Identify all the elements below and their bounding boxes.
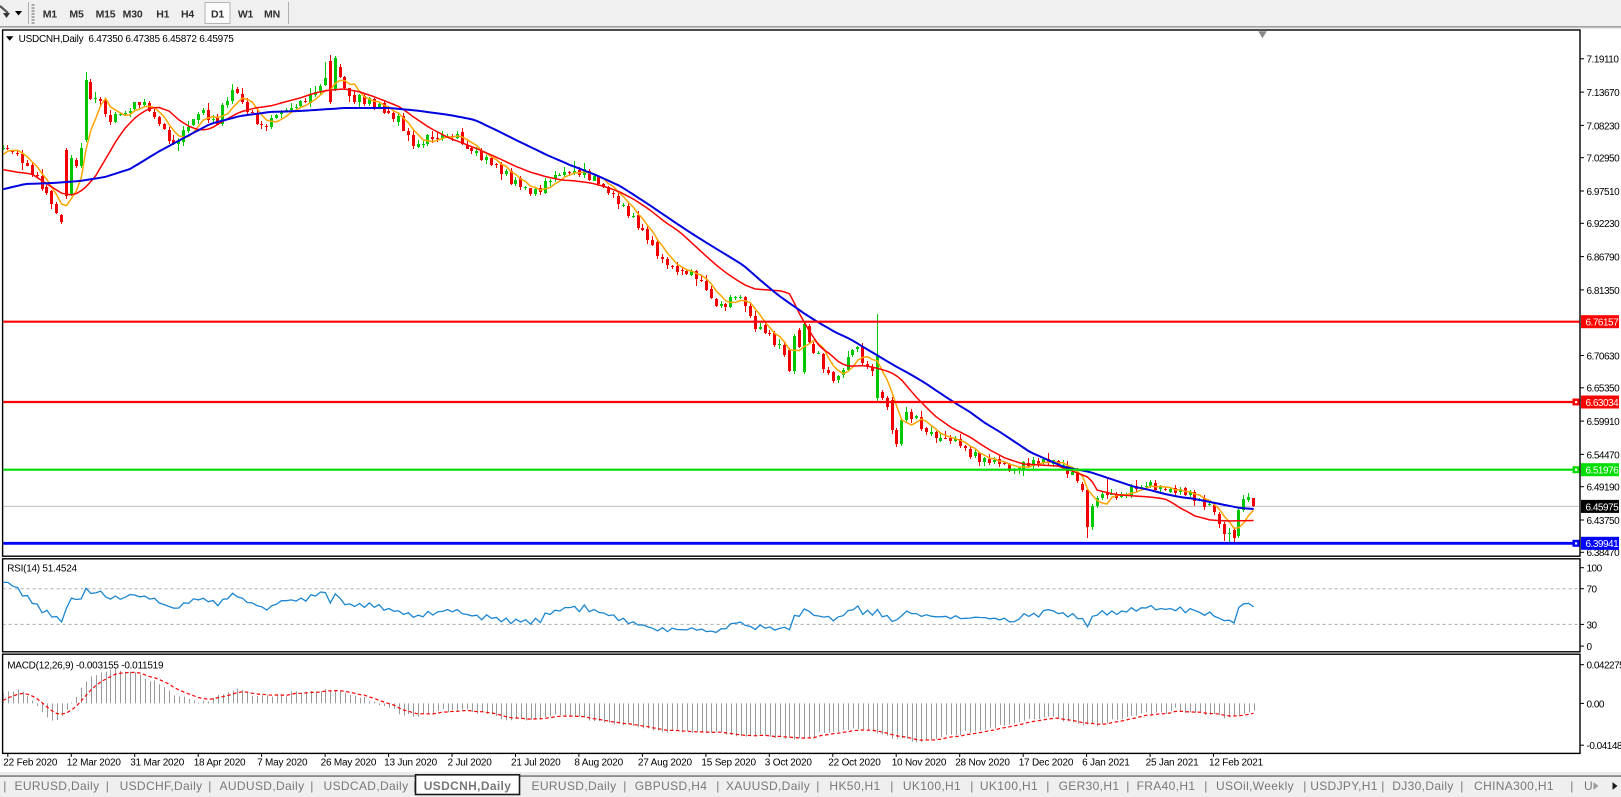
svg-text:6.39941: 6.39941 <box>1586 539 1620 550</box>
svg-text:6.54470: 6.54470 <box>1587 450 1621 461</box>
svg-text:22 Feb 2020: 22 Feb 2020 <box>3 758 58 769</box>
svg-text:|: | <box>1381 779 1384 793</box>
svg-text:M15: M15 <box>96 9 116 21</box>
svg-text:|: | <box>623 779 626 793</box>
svg-text:8 Aug 2020: 8 Aug 2020 <box>574 758 623 769</box>
svg-text:XAUUSD,Daily: XAUUSD,Daily <box>726 779 810 793</box>
svg-text:12 Mar 2020: 12 Mar 2020 <box>67 758 122 769</box>
svg-text:|: | <box>1460 779 1463 793</box>
svg-text:100: 100 <box>1587 564 1603 575</box>
svg-text:|: | <box>1204 779 1207 793</box>
svg-text:|: | <box>816 779 819 793</box>
svg-text:22 Oct 2020: 22 Oct 2020 <box>828 758 881 769</box>
svg-text:7 May 2020: 7 May 2020 <box>257 758 308 769</box>
svg-text:CHINA300,H1: CHINA300,H1 <box>1474 779 1554 793</box>
svg-text:USDCNH,Daily: USDCNH,Daily <box>424 779 512 793</box>
svg-text:|: | <box>1303 779 1306 793</box>
svg-text:28 Nov 2020: 28 Nov 2020 <box>955 758 1010 769</box>
svg-text:6.70630: 6.70630 <box>1587 351 1621 362</box>
svg-text:25 Jan 2021: 25 Jan 2021 <box>1146 758 1199 769</box>
svg-text:MN: MN <box>264 9 280 21</box>
svg-text:GER30,H1: GER30,H1 <box>1059 779 1120 793</box>
svg-text:M30: M30 <box>123 9 143 21</box>
svg-text:31 Mar 2020: 31 Mar 2020 <box>130 758 185 769</box>
svg-text:2 Jul 2020: 2 Jul 2020 <box>448 758 493 769</box>
svg-text:0.00: 0.00 <box>1587 699 1605 710</box>
svg-text:USDCAD,Daily: USDCAD,Daily <box>324 779 409 793</box>
svg-text:6.45975: 6.45975 <box>1586 502 1620 513</box>
svg-text:70: 70 <box>1587 585 1598 596</box>
svg-text:UK100,H1: UK100,H1 <box>903 779 961 793</box>
svg-text:FRA40,H1: FRA40,H1 <box>1137 779 1196 793</box>
svg-text:USOil,Weekly: USOil,Weekly <box>1216 779 1294 793</box>
svg-text:6.38470: 6.38470 <box>1587 548 1621 559</box>
svg-text:EURUSD,Daily: EURUSD,Daily <box>532 779 617 793</box>
svg-text:USDJPY,H1: USDJPY,H1 <box>1310 779 1378 793</box>
svg-text:USDCHF,Daily: USDCHF,Daily <box>120 779 203 793</box>
svg-text:M1: M1 <box>43 9 58 21</box>
svg-text:H4: H4 <box>181 9 194 21</box>
svg-text:17 Dec 2020: 17 Dec 2020 <box>1019 758 1074 769</box>
svg-text:6.81350: 6.81350 <box>1587 286 1621 297</box>
svg-text:GBPUSD,H4: GBPUSD,H4 <box>635 779 708 793</box>
svg-text:6.92230: 6.92230 <box>1587 219 1621 230</box>
svg-text:|: | <box>3 779 6 793</box>
svg-text:0: 0 <box>1587 642 1593 653</box>
svg-text:U: U <box>1584 779 1593 793</box>
svg-text:6.49190: 6.49190 <box>1587 483 1621 494</box>
svg-text:26 May 2020: 26 May 2020 <box>321 758 377 769</box>
svg-text:0.042275: 0.042275 <box>1587 661 1621 672</box>
svg-text:DJ30,Daily: DJ30,Daily <box>1392 779 1454 793</box>
svg-text:HK50,H1: HK50,H1 <box>829 779 880 793</box>
svg-text:|: | <box>106 779 109 793</box>
svg-text:6.86790: 6.86790 <box>1587 253 1621 264</box>
svg-text:6.65350: 6.65350 <box>1587 384 1621 395</box>
svg-text:7.08230: 7.08230 <box>1587 121 1621 132</box>
svg-text:15 Sep 2020: 15 Sep 2020 <box>701 758 756 769</box>
svg-text:|: | <box>310 779 313 793</box>
svg-text:7.13670: 7.13670 <box>1587 88 1621 99</box>
svg-text:|: | <box>208 779 211 793</box>
svg-text:|: | <box>890 779 893 793</box>
svg-text:18 Apr 2020: 18 Apr 2020 <box>194 758 246 769</box>
svg-text:|: | <box>1126 779 1129 793</box>
svg-text:-0.04148: -0.04148 <box>1587 741 1621 752</box>
svg-text:M5: M5 <box>69 9 84 21</box>
svg-text:7.02950: 7.02950 <box>1587 154 1621 165</box>
svg-text:|: | <box>716 779 719 793</box>
svg-text:3 Oct 2020: 3 Oct 2020 <box>765 758 813 769</box>
svg-text:|: | <box>1046 779 1049 793</box>
svg-text:6.51976: 6.51976 <box>1586 466 1620 477</box>
svg-text:13 Jun 2020: 13 Jun 2020 <box>384 758 437 769</box>
svg-text:12 Feb 2021: 12 Feb 2021 <box>1209 758 1264 769</box>
svg-text:27 Aug 2020: 27 Aug 2020 <box>638 758 693 769</box>
svg-text:RSI(14) 51.4524: RSI(14) 51.4524 <box>7 564 77 575</box>
svg-text:6.43750: 6.43750 <box>1587 516 1621 527</box>
svg-text:21 Jul 2020: 21 Jul 2020 <box>511 758 561 769</box>
svg-text:6.59910: 6.59910 <box>1587 417 1621 428</box>
svg-text:H1: H1 <box>156 9 169 21</box>
svg-text:6.63034: 6.63034 <box>1586 398 1620 409</box>
svg-text:USDCNH,Daily 6.47350 6.47385: USDCNH,Daily 6.47350 6.47385 6.45872 6.4… <box>19 34 235 45</box>
svg-text:6 Jan 2021: 6 Jan 2021 <box>1082 758 1130 769</box>
svg-text:|: | <box>970 779 973 793</box>
svg-text:6.97510: 6.97510 <box>1587 187 1621 198</box>
svg-text:6.76157: 6.76157 <box>1586 318 1620 329</box>
svg-text:30: 30 <box>1587 620 1598 631</box>
svg-text:MACD(12,26,9) -0.003155 -0.011: MACD(12,26,9) -0.003155 -0.011519 <box>7 660 164 671</box>
svg-text:W1: W1 <box>238 9 254 21</box>
svg-text:AUDUSD,Daily: AUDUSD,Daily <box>220 779 305 793</box>
svg-text:10 Nov 2020: 10 Nov 2020 <box>892 758 947 769</box>
svg-text:7.19110: 7.19110 <box>1587 55 1620 66</box>
svg-text:UK100,H1: UK100,H1 <box>980 779 1038 793</box>
svg-text:D1: D1 <box>211 9 224 21</box>
svg-text:EURUSD,Daily: EURUSD,Daily <box>15 779 100 793</box>
svg-text:|: | <box>1570 779 1573 793</box>
